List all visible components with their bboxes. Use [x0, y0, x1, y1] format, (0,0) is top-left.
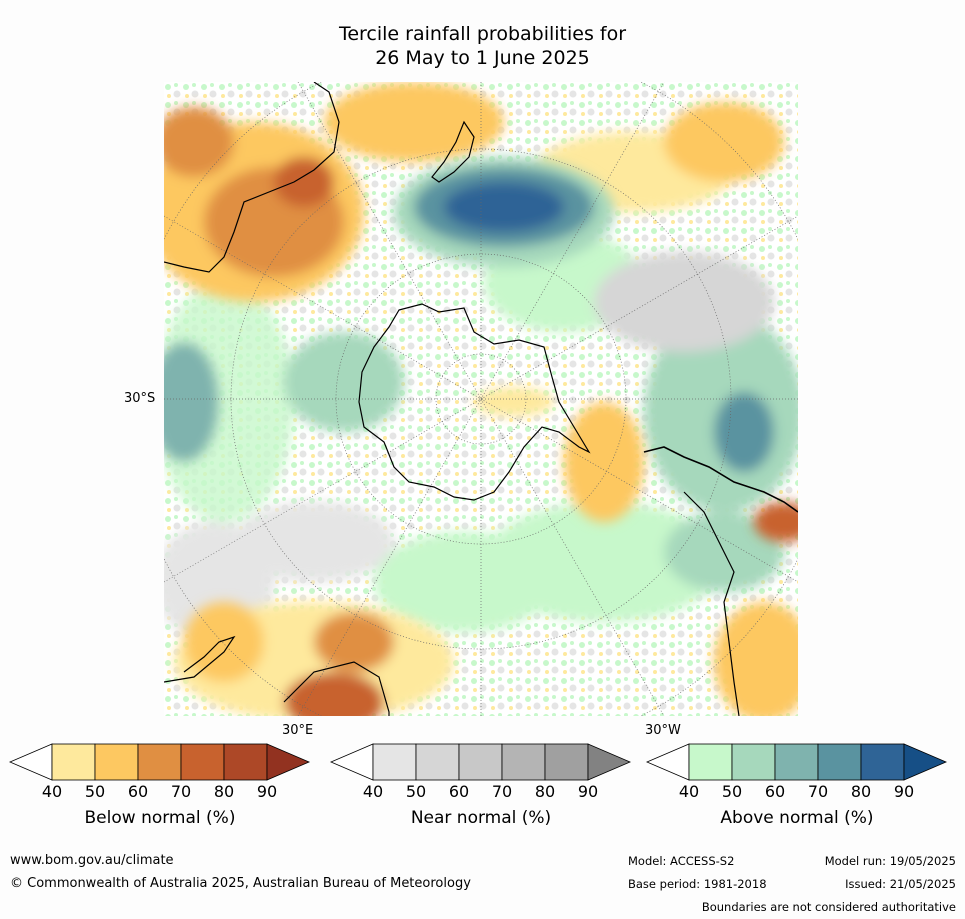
legend-tick-label: 60: [449, 782, 469, 801]
legend-tick-label: 40: [679, 782, 699, 801]
legend-swatch: [51, 743, 96, 781]
new-zealand-outline: [431, 120, 475, 183]
legend-swatch: [137, 743, 182, 781]
footer-base-period: Base period: 1981-2018: [628, 877, 767, 891]
legend-swatch: [501, 743, 546, 781]
map-title: Tercile rainfall probabilities for 26 Ma…: [0, 22, 965, 70]
legend-swatch: [458, 743, 503, 781]
australia-outline: [164, 82, 340, 273]
legend-swatch: [688, 743, 733, 781]
legend-caption-above: Above normal (%): [720, 808, 874, 828]
south-america-outline: [643, 446, 798, 513]
legend-tick-label: 50: [406, 782, 426, 801]
lon-label-30e: 30°E: [282, 723, 314, 738]
legend-caption-below: Below normal (%): [84, 808, 236, 828]
legend-tick-label: 60: [128, 782, 148, 801]
legend-swatch: [774, 743, 819, 781]
legend-below-normal: 40 50 60 70 80 90: [8, 743, 311, 801]
legend-tick-label: 70: [808, 782, 828, 801]
title-line-1: Tercile rainfall probabilities for: [338, 23, 627, 45]
legend-near-normal: 40 50 60 70 80 90: [329, 743, 632, 801]
probability-map: [164, 82, 798, 716]
legend-tick-label: 40: [42, 782, 62, 801]
legend-tick-label: 80: [214, 782, 234, 801]
legend-tick-label: 90: [578, 782, 598, 801]
legend-swatch: [903, 743, 948, 781]
title-line-2: 26 May to 1 June 2025: [375, 47, 590, 69]
antarctica-outline: [358, 303, 591, 501]
legend-swatch: [587, 743, 632, 781]
legend-tick-label: 40: [363, 782, 383, 801]
legend-swatch: [731, 743, 776, 781]
lon-label-30w: 30°W: [645, 723, 681, 738]
legend-swatch: [860, 743, 905, 781]
legend-swatch: [180, 743, 225, 781]
legend-swatch: [266, 743, 311, 781]
footer-disclaimer: Boundaries are not considered authoritat…: [701, 900, 956, 914]
legend-tick-label: 80: [851, 782, 871, 801]
legend-swatch: [415, 743, 460, 781]
legend-swatch: [645, 743, 690, 781]
legend-swatch: [223, 743, 268, 781]
legend-caption-near: Near normal (%): [410, 808, 552, 828]
legend-tick-label: 70: [492, 782, 512, 801]
footer-model-run: Model run: 19/05/2025: [824, 854, 956, 868]
legend-tick-label: 70: [171, 782, 191, 801]
legend-tick-label: 80: [535, 782, 555, 801]
legend-swatch: [544, 743, 589, 781]
legend-tick-label: 60: [765, 782, 785, 801]
lat-label-30s: 30°S: [124, 391, 156, 406]
legend-above-normal: 40 50 60 70 80 90: [645, 743, 948, 801]
legend-swatch: [94, 743, 139, 781]
legend-swatch: [8, 743, 53, 781]
footer-model: Model: ACCESS-S2: [628, 854, 735, 868]
footer-url: www.bom.gov.au/climate: [10, 853, 174, 868]
legend-swatch: [817, 743, 862, 781]
legend-tick-label: 50: [722, 782, 742, 801]
legend-tick-label: 90: [257, 782, 277, 801]
footer-copyright: © Commonwealth of Australia 2025, Austra…: [10, 876, 471, 891]
footer-issued: Issued: 21/05/2025: [845, 877, 956, 891]
africa-outline: [164, 635, 236, 683]
legend-tick-label: 90: [894, 782, 914, 801]
legend-swatch: [372, 743, 417, 781]
legend-swatch: [329, 743, 374, 781]
legend-tick-label: 50: [85, 782, 105, 801]
